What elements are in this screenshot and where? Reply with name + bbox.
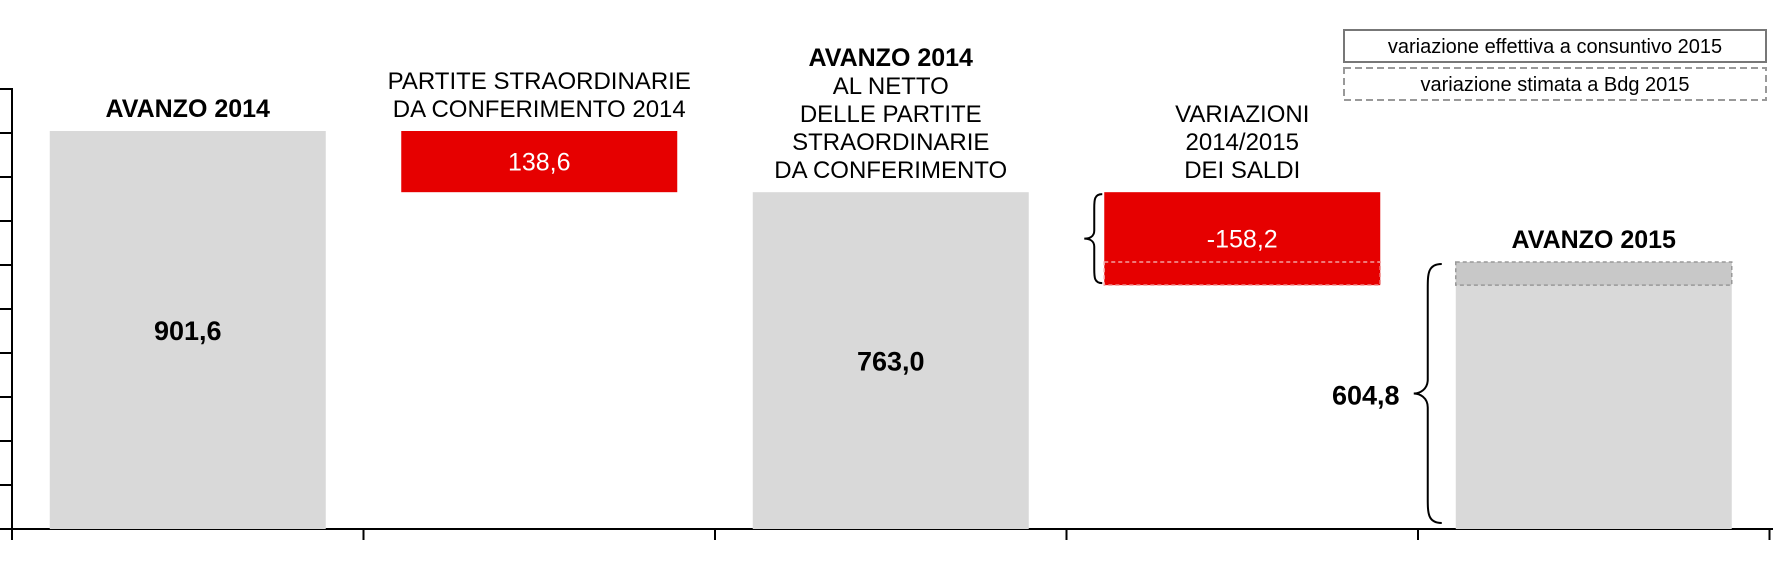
category-title-line: VARIAZIONI bbox=[1175, 101, 1309, 128]
legend-label: variazione effettiva a consuntivo 2015 bbox=[1388, 36, 1722, 58]
bars: 901,6 138,6 763,0 -158,2 604,8 bbox=[49, 131, 1733, 529]
legend-box bbox=[1343, 29, 1767, 63]
bar-value-label: 901,6 bbox=[154, 316, 222, 346]
bar-estimate-4 bbox=[1103, 261, 1381, 286]
legend-label: variazione stimata a Bdg 2015 bbox=[1420, 74, 1689, 96]
bar-value-label: 763,0 bbox=[857, 347, 925, 377]
bar-estimate-5 bbox=[1455, 261, 1733, 286]
bar-1 bbox=[49, 131, 326, 529]
category-title-line: AVANZO 2014 bbox=[106, 95, 271, 123]
category-title-line: DA CONFERIMENTO 2014 bbox=[393, 96, 686, 123]
brace-icon bbox=[1413, 263, 1442, 524]
bar-3 bbox=[752, 192, 1029, 529]
legend-box bbox=[1343, 67, 1767, 101]
category-title-line: AVANZO 2015 bbox=[1512, 226, 1677, 254]
category-title-line: PARTITE STRAORDINARIE bbox=[388, 68, 691, 95]
legend: variazione effettiva a consuntivo 2015 va… bbox=[1343, 29, 1767, 101]
bar-value-label: 604,8 bbox=[1332, 381, 1400, 411]
bar-2 bbox=[401, 131, 678, 193]
bar-4 bbox=[1104, 192, 1381, 263]
bar-value-label: 138,6 bbox=[508, 149, 571, 177]
category-title-line: STRAORDINARIE bbox=[792, 129, 989, 156]
category-title-line: DA CONFERIMENTO bbox=[774, 157, 1007, 184]
category-title-line: DELLE PARTITE bbox=[800, 101, 982, 128]
category-title-line: DEI SALDI bbox=[1184, 157, 1300, 184]
bar-5 bbox=[1455, 262, 1732, 529]
brace-icon bbox=[1084, 193, 1103, 285]
category-title-line: AL NETTO bbox=[833, 73, 949, 100]
category-title-line: 2014/2015 bbox=[1186, 129, 1299, 156]
category-title-line: AVANZO 2014 bbox=[809, 44, 974, 72]
bar-value-label: -158,2 bbox=[1207, 226, 1278, 254]
